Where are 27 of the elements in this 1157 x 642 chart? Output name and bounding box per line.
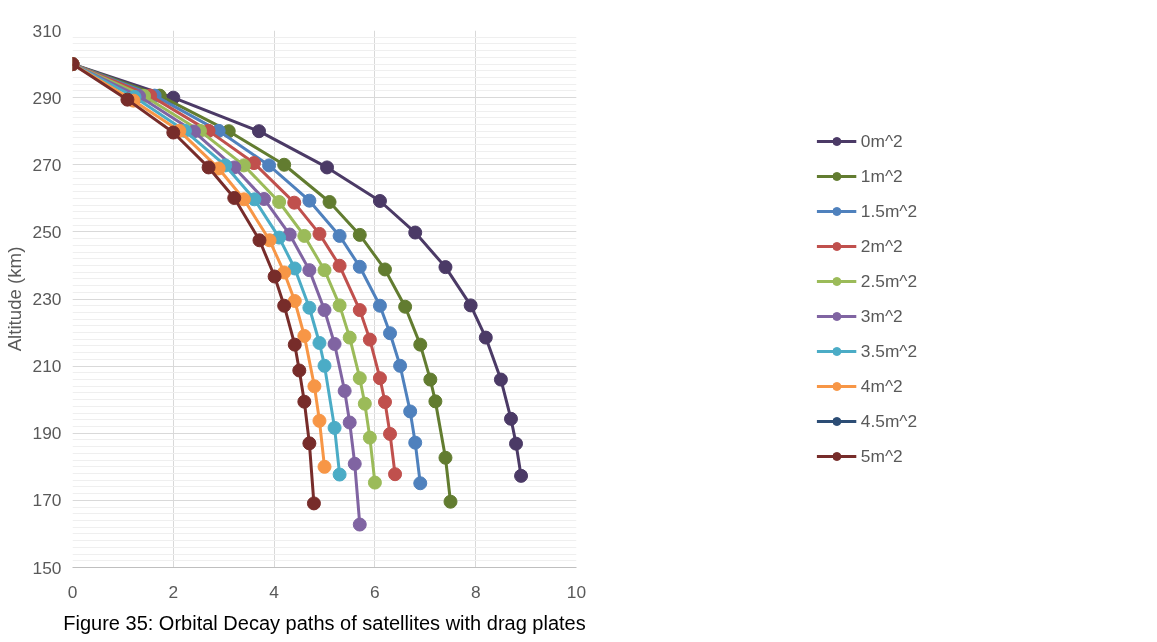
y-tick-label: 190 — [32, 423, 62, 444]
x-tick-label: 4 — [269, 581, 280, 602]
x-tick-label: 2 — [168, 581, 179, 602]
caption: Figure 35: Orbital Decay paths of satellites with drag plates — [63, 611, 586, 634]
y-tick-label: 230 — [32, 289, 62, 309]
legend-label: 3m^2 — [860, 305, 903, 327]
y-tick-label: 170 — [32, 490, 62, 511]
legend-label: 4m^2 — [860, 375, 903, 397]
legend-label: 3.5m^2 — [860, 340, 918, 362]
y-tick-label: 290 — [32, 87, 62, 108]
y-tick-label: 310 — [32, 20, 62, 41]
x-tick-label: 6 — [370, 581, 380, 602]
legend-label: 2.5m^2 — [860, 270, 918, 292]
x-tick-label: 8 — [470, 581, 481, 602]
legend-label: 4.5m^2 — [860, 410, 918, 432]
y-tick-label: 150 — [32, 557, 62, 578]
y-axis-title: Altitude (km) — [3, 246, 25, 352]
legend-label: 0m^2 — [860, 130, 903, 152]
legend-label: 5m^2 — [860, 445, 903, 467]
legend-label: 1.5m^2 — [860, 200, 918, 222]
y-tick-label: 250 — [32, 221, 62, 242]
y-tick-label: 270 — [32, 154, 62, 175]
legend-label: 2m^2 — [860, 235, 903, 257]
x-tick-label: 0 — [67, 581, 78, 602]
y-tick-label: 210 — [32, 356, 62, 377]
legend-label: 1m^2 — [860, 165, 903, 187]
x-tick-label: 10 — [566, 581, 587, 602]
